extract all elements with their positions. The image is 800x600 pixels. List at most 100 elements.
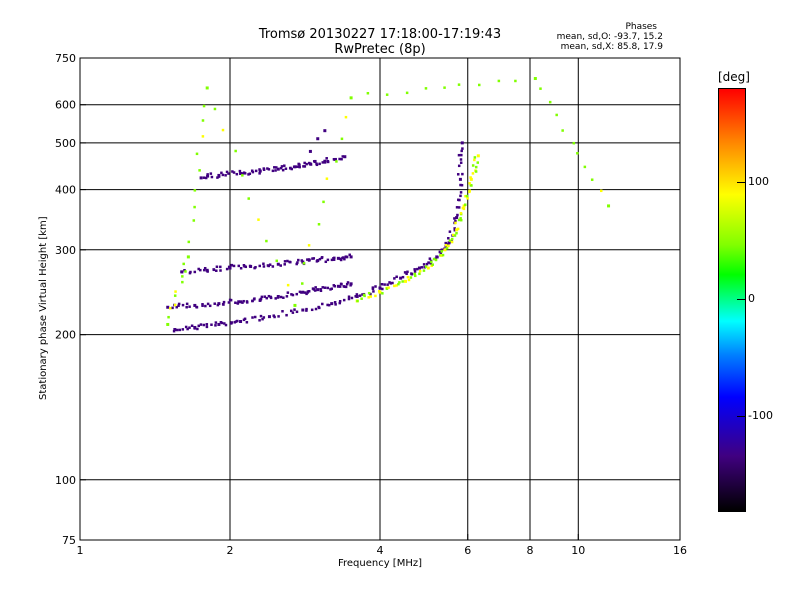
data-point: [413, 274, 417, 278]
data-point: [599, 189, 603, 193]
data-point: [286, 291, 290, 294]
data-point: [561, 129, 564, 132]
data-point: [323, 286, 327, 289]
data-point: [302, 262, 306, 265]
colorbar-tick: [737, 299, 745, 300]
y-tick-label: 100: [55, 474, 76, 487]
data-point: [290, 293, 293, 296]
data-point: [188, 305, 191, 308]
data-point: [175, 328, 179, 332]
y-tick-label: 500: [55, 137, 76, 150]
data-point: [213, 107, 217, 111]
data-point: [300, 259, 304, 262]
data-point: [445, 247, 449, 250]
data-point: [369, 292, 372, 296]
data-point: [455, 231, 458, 235]
x-tick-label: 6: [464, 544, 471, 557]
data-point: [291, 293, 295, 297]
colorbar-unit: [deg]: [718, 70, 750, 84]
data-point: [195, 152, 199, 156]
data-point: [305, 309, 308, 312]
data-point: [171, 306, 174, 310]
data-point: [432, 257, 436, 261]
data-point: [306, 291, 309, 294]
data-point: [276, 262, 280, 266]
x-tick-label: 8: [527, 544, 534, 557]
data-point: [443, 248, 447, 252]
colorbar-ticks: 100 0 -100: [737, 88, 795, 512]
data-point: [459, 218, 463, 222]
data-point: [332, 284, 336, 287]
data-point: [193, 189, 197, 192]
data-point: [274, 169, 277, 172]
data-point: [333, 301, 337, 304]
data-point: [228, 298, 232, 302]
data-point: [457, 153, 461, 157]
data-point: [332, 258, 336, 261]
data-point: [497, 79, 501, 83]
data-point: [358, 294, 362, 297]
data-point: [210, 175, 214, 179]
data-point: [249, 265, 253, 269]
data-point: [399, 276, 403, 280]
data-point: [348, 253, 351, 257]
data-point: [261, 317, 264, 321]
data-point: [422, 263, 426, 266]
data-point: [262, 316, 266, 319]
data-point: [254, 169, 258, 173]
data-point: [258, 319, 261, 322]
data-point: [459, 211, 463, 215]
data-point: [450, 237, 454, 241]
data-point: [317, 223, 321, 226]
data-point: [315, 162, 318, 165]
data-point: [251, 316, 254, 319]
data-point: [305, 292, 308, 296]
data-point: [303, 161, 306, 165]
data-point: [286, 259, 289, 263]
data-point: [555, 113, 558, 117]
data-point: [231, 170, 234, 173]
data-point: [306, 258, 309, 261]
data-point: [325, 157, 328, 160]
data-point: [274, 297, 277, 300]
data-point: [266, 167, 269, 170]
data-point: [238, 169, 242, 173]
data-point: [312, 257, 316, 260]
data-point: [234, 320, 238, 323]
x-tick-label: 10: [571, 544, 585, 557]
y-tick-label: 600: [55, 99, 76, 112]
data-point: [323, 129, 327, 133]
data-point: [583, 165, 587, 169]
data-point: [206, 302, 210, 306]
data-point: [409, 276, 413, 279]
data-point: [471, 172, 475, 175]
data-point: [338, 301, 342, 305]
data-point: [473, 158, 476, 162]
data-point: [250, 169, 254, 172]
data-point: [372, 290, 375, 293]
data-point: [316, 259, 320, 263]
data-point: [193, 205, 196, 209]
data-point: [476, 161, 480, 164]
data-point: [273, 166, 276, 169]
data-point: [275, 166, 278, 169]
data-point: [262, 262, 265, 266]
data-point: [455, 206, 459, 209]
data-point: [303, 165, 307, 168]
phase-stats-x: mean, sd,X: 85.8, 17.9: [560, 42, 663, 52]
data-point: [201, 303, 204, 306]
data-point: [387, 286, 390, 289]
data-point: [330, 287, 333, 290]
data-point: [454, 221, 457, 225]
data-point: [355, 295, 359, 299]
data-point: [418, 269, 422, 273]
data-point: [401, 280, 404, 283]
data-point: [393, 284, 396, 288]
data-point: [334, 157, 337, 161]
data-point: [271, 265, 275, 268]
data-point: [258, 169, 262, 173]
data-point: [234, 301, 237, 304]
data-point: [539, 87, 542, 90]
data-point: [367, 291, 371, 295]
